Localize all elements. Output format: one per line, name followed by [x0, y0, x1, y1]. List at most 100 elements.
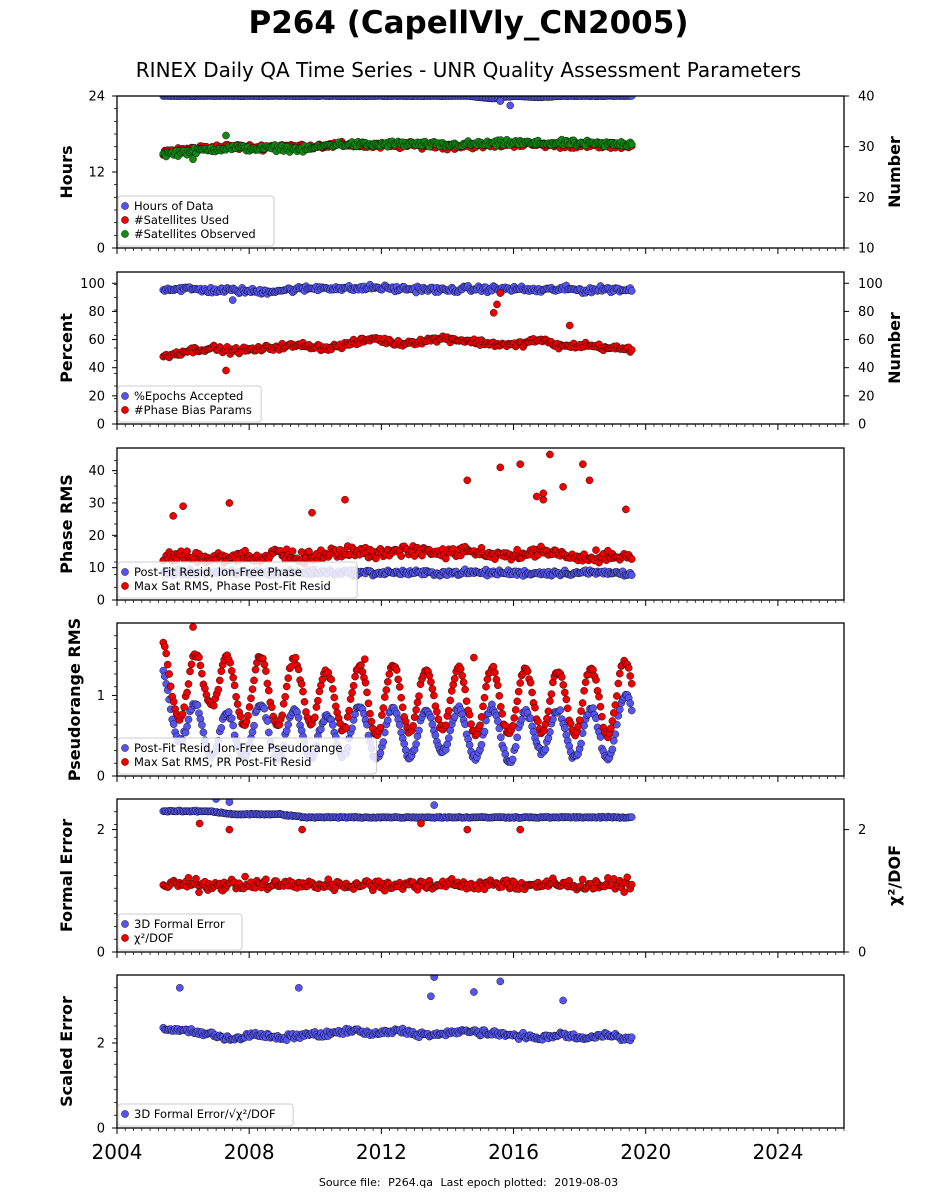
data-point	[430, 691, 438, 700]
last-epoch-label: Last epoch plotted:	[440, 1176, 547, 1189]
data-point	[511, 743, 520, 751]
data-point	[413, 698, 422, 707]
data-point	[614, 679, 623, 688]
data-point	[589, 704, 597, 712]
chart-panel-2: 0 20 40 60 80 100 0 20 40 60 80 100 Percent Number %Ep…	[57, 271, 904, 433]
data-point	[328, 721, 337, 729]
legend-label: χ²/DOF	[134, 931, 174, 945]
data-point	[450, 674, 459, 683]
series-2	[159, 819, 636, 897]
data-point	[192, 874, 200, 883]
data-point	[169, 720, 178, 729]
figure-title: P264 (CapellVly_CN2005)	[248, 5, 689, 41]
data-point	[430, 975, 438, 981]
data-point	[233, 700, 242, 708]
data-point	[508, 721, 517, 730]
y2-tick-label: 100	[858, 277, 883, 292]
data-point	[282, 727, 291, 735]
data-points	[159, 975, 636, 1045]
data-point	[563, 704, 572, 713]
data-point	[459, 678, 468, 687]
y-axis-label: Hours	[57, 145, 76, 198]
legend: %Epochs Accepted#Phase Bias Params	[117, 385, 262, 423]
data-point	[607, 724, 615, 733]
data-point	[624, 664, 633, 672]
data-point	[546, 697, 554, 705]
y2-tick-label: 40	[858, 361, 875, 376]
data-point	[463, 825, 472, 834]
chart-panel-6: 0 2 Scaled Error 3D Formal Error/√χ²/DOF	[57, 974, 845, 1137]
data-point	[465, 741, 474, 749]
y-axis-label: Scaled Error	[57, 996, 76, 1107]
data-point	[613, 692, 621, 700]
data-point	[348, 688, 356, 697]
y2-tick-label: 10	[858, 242, 875, 257]
y-tick-label: 30	[88, 496, 105, 511]
data-point	[248, 685, 257, 694]
data-point	[241, 546, 249, 555]
data-point	[513, 545, 522, 554]
data-point	[262, 667, 270, 675]
data-point	[539, 489, 548, 498]
data-point	[175, 984, 184, 992]
data-point	[279, 700, 288, 708]
data-point	[627, 880, 636, 889]
data-point	[574, 722, 582, 731]
data-point	[346, 695, 355, 703]
series-1	[159, 799, 636, 822]
data-point	[543, 714, 551, 723]
legend: Hours of Data#Satellites Used#Satellites…	[117, 195, 275, 247]
data-point	[627, 287, 636, 295]
data-point	[626, 699, 635, 708]
data-point	[363, 688, 371, 697]
data-point	[195, 888, 203, 897]
data-point	[491, 668, 499, 677]
series-3	[159, 131, 636, 164]
data-point	[166, 682, 175, 691]
data-point	[627, 346, 636, 354]
data-point	[291, 653, 300, 662]
data-point	[447, 687, 456, 695]
y2-tick-label: 40	[858, 90, 875, 105]
data-point	[367, 717, 376, 726]
data-point	[544, 734, 553, 742]
data-point	[427, 992, 435, 1001]
data-point	[209, 701, 218, 710]
data-point	[418, 551, 426, 560]
data-point	[627, 555, 636, 563]
data-point	[385, 670, 394, 678]
data-point	[379, 704, 388, 712]
data-point	[241, 872, 249, 881]
data-point	[498, 710, 507, 718]
data-point	[580, 687, 588, 695]
data-point	[225, 799, 234, 806]
data-point	[392, 666, 401, 674]
x-tick-label: 2016	[488, 1140, 539, 1164]
data-point	[598, 712, 606, 721]
data-point	[616, 669, 624, 678]
series-2	[159, 623, 636, 742]
data-point	[461, 685, 469, 694]
y2-tick-label: 80	[858, 305, 875, 320]
data-point	[427, 678, 435, 686]
data-point	[284, 674, 293, 682]
data-point	[517, 715, 526, 724]
data-point	[227, 667, 236, 675]
legend-label: #Satellites Observed	[134, 227, 256, 241]
figure-subtitle: RINEX Daily QA Time Series - UNR Quality…	[135, 58, 802, 82]
data-point	[592, 546, 600, 554]
data-point	[585, 476, 594, 485]
data-point	[397, 693, 406, 702]
data-point	[547, 690, 556, 698]
legend-marker	[121, 406, 129, 414]
y-axis-label: Phase RMS	[57, 474, 76, 574]
data-point	[162, 649, 170, 658]
data-point	[544, 707, 553, 716]
data-point	[561, 724, 569, 733]
data-point	[198, 721, 206, 729]
x-tick-label: 2012	[356, 1140, 407, 1164]
data-point	[314, 696, 322, 705]
